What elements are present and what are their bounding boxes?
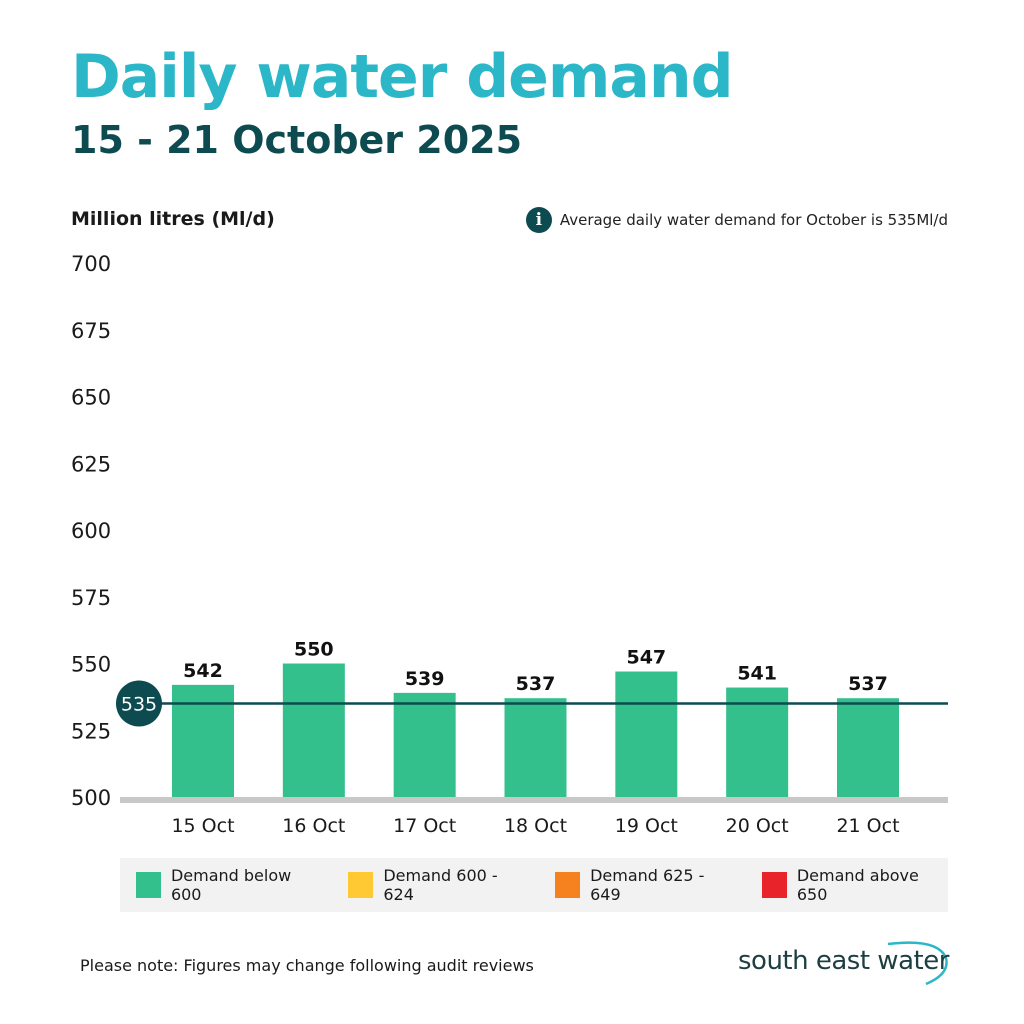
- legend-label: Demand 625 - 649: [590, 866, 705, 904]
- x-tick-label: 18 Oct: [504, 815, 567, 837]
- legend-label: Demand below 600: [170, 866, 292, 904]
- bar: [837, 698, 899, 797]
- x-tick-label: 21 Oct: [836, 815, 899, 837]
- legend: Demand below 600 Demand 600 - 624 Demand 6…: [120, 858, 948, 912]
- legend-swatch: [761, 872, 787, 898]
- legend-item: Demand 625 - 649: [555, 866, 734, 904]
- y-tick-label: 600: [71, 519, 111, 543]
- bar-chart: 500 525 550 575 600 625 650 675 700 542 15 Oct 550 1…: [71, 252, 948, 837]
- chart-subtitle: 15 - 21 October 2025: [71, 118, 523, 162]
- y-axis-label: Million litres (Ml/d): [71, 208, 275, 230]
- x-tick-label: 16 Oct: [282, 815, 345, 837]
- legend-item: Demand 600 - 624: [348, 866, 527, 904]
- y-tick-label: 625: [71, 452, 111, 476]
- legend-swatch: [555, 872, 581, 898]
- bar-value-label: 539: [405, 668, 445, 690]
- logo-text: south east water: [738, 946, 949, 976]
- bar: [172, 684, 234, 797]
- average-line-label: 535: [121, 694, 157, 716]
- x-tick-label: 20 Oct: [726, 815, 789, 837]
- bar-value-label: 541: [737, 663, 777, 685]
- bar-value-label: 537: [848, 673, 888, 695]
- bar: [282, 663, 345, 797]
- south-east-water-logo: south east water: [738, 940, 958, 990]
- bar-value-label: 542: [183, 660, 223, 682]
- average-note: i Average daily water demand for October…: [525, 207, 948, 233]
- x-tick-label: 15 Oct: [171, 815, 234, 837]
- bar-value-label: 547: [626, 647, 666, 669]
- logo-swoosh-icon: [887, 941, 948, 986]
- bar-value-label: 537: [516, 673, 556, 695]
- chart-title: Daily water demand: [71, 42, 734, 112]
- y-tick-label: 700: [71, 252, 111, 276]
- x-axis-line: [120, 797, 948, 803]
- bar-value-label: 550: [294, 639, 334, 661]
- y-tick-label: 525: [71, 719, 111, 743]
- legend-item: Demand above 650: [761, 866, 948, 904]
- average-note-text: Average daily water demand for October i…: [559, 211, 948, 229]
- x-tick-label: 19 Oct: [615, 815, 678, 837]
- bar: [726, 687, 789, 797]
- info-icon: i: [525, 207, 552, 233]
- legend-label: Demand 600 - 624: [383, 866, 498, 904]
- y-tick-label: 500: [71, 786, 111, 810]
- y-tick-label: 675: [71, 319, 111, 343]
- y-tick-label: 550: [71, 653, 111, 677]
- bar: [504, 698, 567, 797]
- average-marker: [116, 680, 162, 727]
- y-tick-label: 575: [71, 586, 111, 610]
- legend-label: Demand above 650: [796, 866, 919, 904]
- legend-swatch: [136, 872, 161, 898]
- footnote: Please note: Figures may change followin…: [80, 956, 534, 975]
- y-tick-label: 650: [71, 386, 111, 410]
- x-tick-label: 17 Oct: [393, 815, 456, 837]
- bar: [615, 671, 678, 797]
- bar: [393, 692, 456, 797]
- legend-swatch: [348, 872, 374, 898]
- legend-item: Demand below 600: [136, 866, 320, 904]
